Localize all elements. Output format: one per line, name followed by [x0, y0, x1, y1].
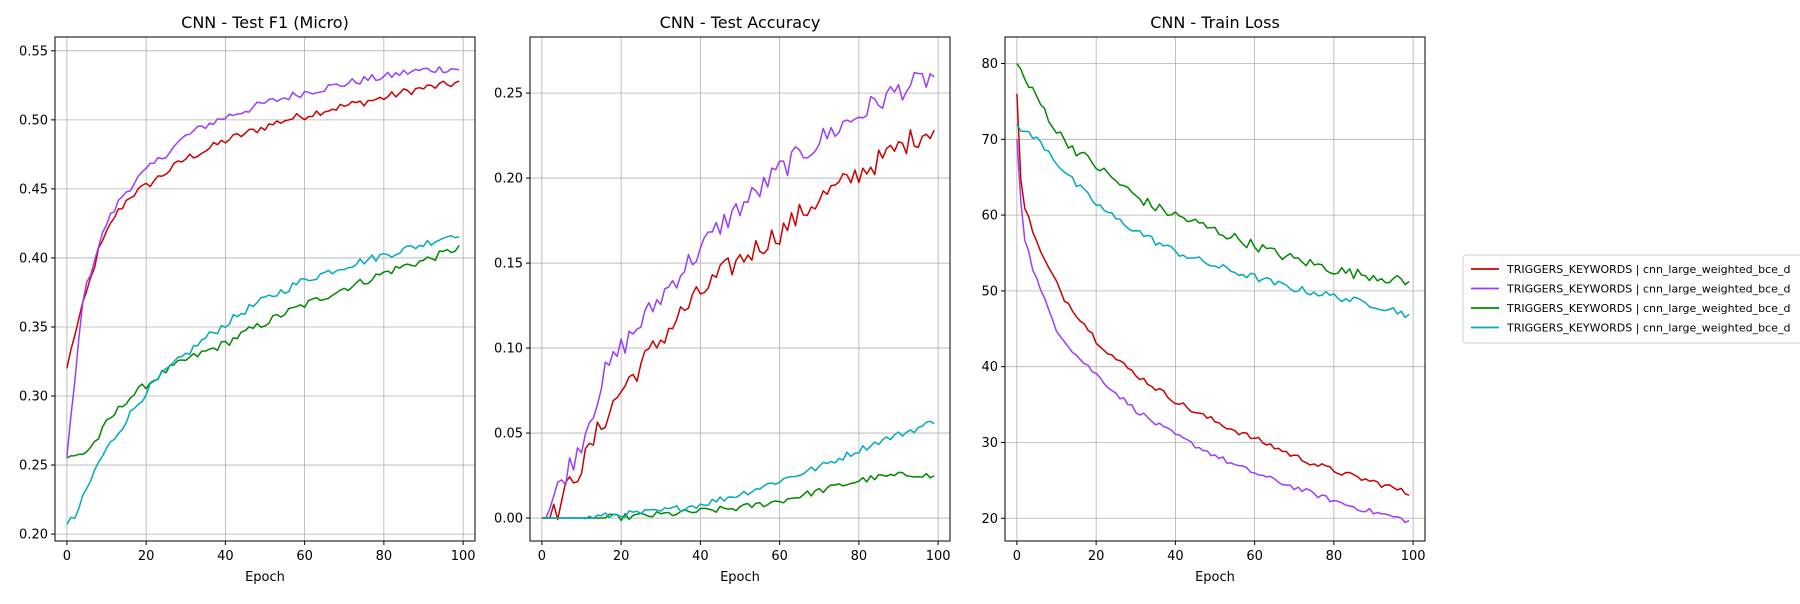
y-tick-label: 0.40: [19, 251, 48, 266]
legend-entry-label: TRIGGERS_KEYWORDS | cnn_large_weighted_b…: [1506, 322, 1790, 335]
chart-title: CNN - Test Accuracy: [660, 13, 821, 32]
series-line-2: [541, 71, 935, 519]
series-line-4: [541, 420, 935, 520]
x-tick-label: 40: [1167, 549, 1184, 564]
legend-box: [1462, 254, 1800, 344]
chart-title: CNN - Test F1 (Micro): [181, 13, 349, 32]
legend-entry-label: TRIGGERS_KEYWORDS | cnn_large_weighted_b…: [1506, 302, 1790, 315]
axes-frame: [54, 36, 476, 542]
x-tick-label: 60: [1246, 549, 1263, 564]
y-tick-label: 0.30: [19, 390, 48, 405]
y-tick-label: 0.45: [19, 182, 48, 197]
y-tick-label: 0.25: [494, 87, 523, 102]
y-tick-label: 60: [981, 209, 998, 224]
x-tick-label: 0: [63, 549, 71, 564]
series-line-4: [66, 235, 460, 525]
legend-entry-label: TRIGGERS_KEYWORDS | cnn_large_weighted_b…: [1506, 263, 1790, 276]
y-tick-label: 70: [981, 133, 998, 148]
x-tick-label: 60: [296, 549, 313, 564]
chart-panel-2: 0 20 40 60 80 100 0.00 0.05 0.10 0.15 0.20 0.25 CNN …: [494, 13, 950, 585]
axes-frame: [529, 36, 951, 542]
x-tick-label: 0: [538, 549, 546, 564]
y-tick-label: 0.50: [19, 113, 48, 128]
y-tick-label: 0.10: [494, 342, 523, 357]
series-line-1: [1016, 93, 1410, 496]
y-tick-label: 0.25: [19, 459, 48, 474]
y-tick-label: 80: [981, 57, 998, 72]
y-tick-label: 0.05: [494, 427, 523, 442]
y-tick-label: 30: [981, 436, 998, 451]
y-tick-label: 0.20: [19, 528, 48, 543]
x-tick-label: 20: [138, 549, 155, 564]
x-axis-label: Epoch: [720, 570, 760, 585]
series-line-4: [1016, 123, 1410, 319]
x-axis-label: Epoch: [1195, 570, 1235, 585]
x-tick-label: 40: [217, 549, 234, 564]
y-tick-label: 20: [981, 512, 998, 527]
x-tick-label: 0: [1013, 549, 1021, 564]
y-tick-label: 0.15: [494, 257, 523, 272]
series-line-1: [66, 80, 460, 369]
series-line-3: [66, 245, 460, 459]
chart-title: CNN - Train Loss: [1150, 13, 1280, 32]
x-tick-label: 20: [1088, 549, 1105, 564]
y-tick-label: 0.55: [19, 44, 48, 59]
x-tick-label: 80: [1326, 549, 1343, 564]
chart-panel-3: 0 20 40 60 80 100 20 30 40 50 60 70 80 CNN - Train Lo…: [981, 13, 1425, 585]
x-tick-label: 60: [771, 549, 788, 564]
x-tick-label: 100: [451, 549, 476, 564]
y-tick-label: 0.00: [494, 512, 523, 527]
x-tick-label: 20: [613, 549, 630, 564]
x-tick-label: 100: [1401, 549, 1426, 564]
legend-entry-label: TRIGGERS_KEYWORDS | cnn_large_weighted_b…: [1506, 283, 1790, 296]
axes-frame: [1004, 36, 1426, 542]
series-line-2: [66, 66, 460, 457]
x-tick-label: 80: [376, 549, 393, 564]
x-axis-label: Epoch: [245, 570, 285, 585]
series-line-1: [541, 129, 935, 521]
y-tick-label: 0.20: [494, 172, 523, 187]
x-tick-label: 80: [851, 549, 868, 564]
x-tick-label: 40: [692, 549, 709, 564]
chart-panel-1: 0 20 40 60 80 100 0.20 0.25 0.30 0.35 0.40 0.45 0.50…: [19, 13, 475, 585]
y-tick-label: 40: [981, 360, 998, 375]
legend: TRIGGERS_KEYWORDS | cnn_large_weighted_b…: [1462, 254, 1800, 344]
series-line-3: [1016, 63, 1410, 286]
x-tick-label: 100: [926, 549, 951, 564]
y-tick-label: 0.35: [19, 320, 48, 335]
y-tick-label: 50: [981, 284, 998, 299]
series-line-2: [1016, 139, 1410, 524]
